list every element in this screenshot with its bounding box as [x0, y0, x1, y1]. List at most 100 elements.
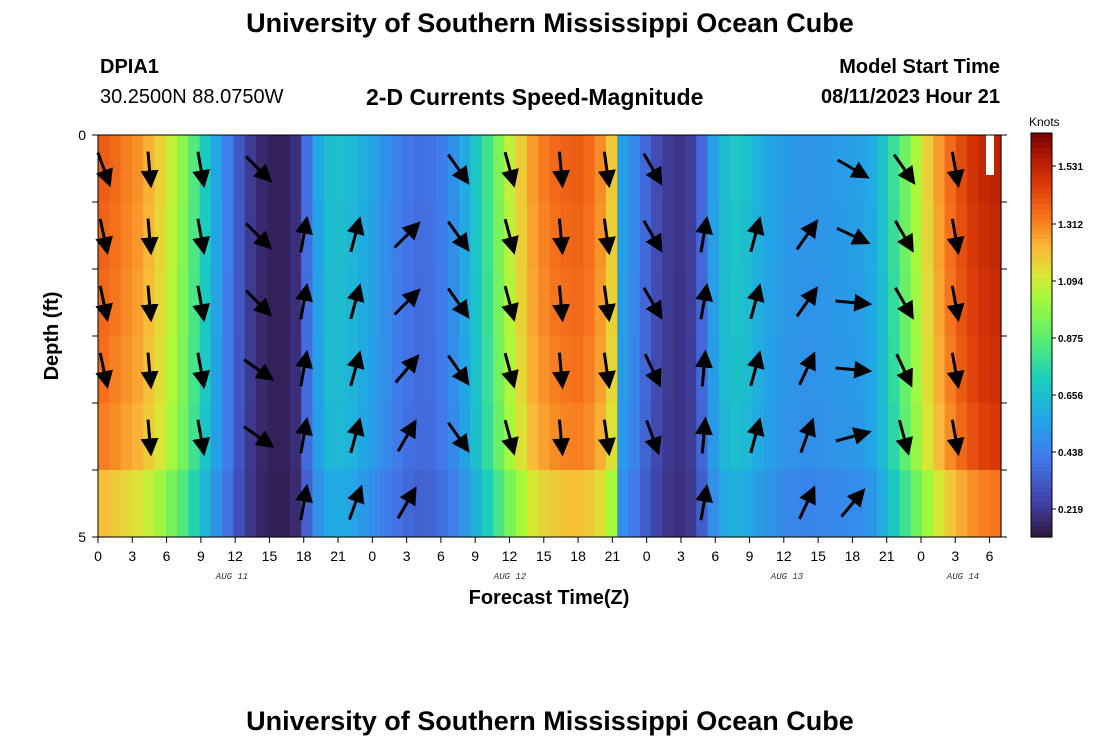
colorbar-tick-label: 1.312 — [1058, 220, 1083, 231]
heatmap-cell — [888, 336, 901, 404]
heatmap-cell — [809, 336, 821, 404]
heatmap-cell — [842, 135, 855, 203]
colorbar-step — [1031, 430, 1052, 437]
heatmap-cell — [763, 269, 776, 337]
heatmap-cell — [967, 269, 980, 337]
x-tick-label: 18 — [845, 548, 861, 564]
heatmap-cell — [933, 336, 946, 404]
colorbar-step — [1031, 441, 1052, 447]
heatmap-cell — [414, 135, 426, 203]
heatmap-cell — [380, 202, 393, 270]
current-arrow — [192, 419, 211, 457]
heatmap-cell — [368, 269, 381, 337]
heatmap-cell — [583, 202, 596, 270]
heatmap-cell — [944, 135, 957, 203]
colorbar-step — [1031, 203, 1052, 210]
heatmap-cell — [617, 470, 630, 538]
colorbar-step — [1031, 329, 1052, 336]
heatmap-cell — [436, 135, 449, 203]
heatmap-cell — [526, 202, 539, 270]
heatmap-cell — [921, 135, 934, 203]
heatmap-cell — [199, 470, 212, 538]
heatmap-cell — [707, 336, 720, 404]
x-tick-label: 3 — [403, 548, 411, 564]
heatmap-cell — [820, 470, 833, 538]
current-arrow — [244, 222, 273, 250]
colorbar: Knots 1.531 1.312 1.094 0.875 0.656 0.438 0.219 — [1029, 115, 1083, 538]
heatmap-cell — [188, 135, 201, 203]
colorbar-step — [1031, 138, 1052, 144]
heatmap-cell — [741, 470, 754, 538]
heatmap-cell — [120, 202, 133, 270]
current-arrow — [447, 153, 470, 185]
colorbar-tick-label: 0.219 — [1058, 505, 1083, 516]
heatmap-cell — [775, 135, 788, 203]
current-arrow — [946, 218, 965, 256]
heatmap-cell — [493, 470, 505, 538]
heatmap-cell — [459, 470, 472, 538]
heatmap-cell — [888, 403, 901, 471]
heatmap-cell — [921, 336, 934, 404]
heatmap-cell — [210, 403, 223, 471]
heatmap-cell — [730, 135, 742, 203]
x-tick-label: 9 — [197, 548, 205, 564]
heatmap-cell — [335, 403, 347, 471]
heatmap-cell — [210, 135, 223, 203]
heatmap-cell — [628, 269, 641, 337]
heatmap-cell — [662, 403, 675, 471]
heatmap-cell — [639, 202, 652, 270]
colorbar-step — [1031, 324, 1052, 331]
current-arrow — [192, 285, 211, 323]
heatmap-cell — [199, 202, 212, 270]
heatmap-cell — [425, 336, 438, 404]
colorbar-step — [1031, 466, 1052, 472]
current-arrow — [95, 218, 113, 256]
colorbar-step — [1031, 516, 1052, 523]
heatmap-cell — [955, 403, 968, 471]
heatmap-cell — [357, 403, 370, 471]
heatmap-cell — [967, 336, 980, 404]
heatmap-cell — [617, 336, 630, 404]
heatmap-cell — [572, 470, 584, 538]
current-arrow — [795, 219, 819, 251]
heatmap-cell — [368, 470, 381, 538]
heatmap-cell — [684, 403, 697, 471]
heatmap-cell — [560, 269, 573, 337]
x-tick-label: 0 — [643, 548, 651, 564]
heatmap-cell — [154, 135, 167, 203]
current-arrow — [347, 350, 365, 387]
heatmap-cell — [763, 403, 776, 471]
heatmap-cell — [910, 202, 923, 270]
heatmap-cell — [628, 470, 641, 538]
heatmap-cell — [786, 336, 799, 404]
colorbar-step — [1031, 148, 1052, 154]
heatmap-cell — [797, 135, 810, 203]
heatmap-cell — [876, 403, 889, 471]
heatmap-cell — [267, 269, 280, 337]
heatmap-cell — [414, 202, 426, 270]
heatmap-cell — [718, 403, 731, 471]
heatmap-cell — [673, 202, 686, 270]
heatmap-cell — [447, 470, 460, 538]
current-arrow — [798, 351, 816, 386]
heatmap-cell — [933, 470, 946, 538]
colorbar-step — [1031, 254, 1052, 260]
heatmap-cell — [425, 470, 438, 538]
heatmap-cell — [380, 336, 393, 404]
heatmap-cell — [741, 202, 754, 270]
colorbar-step — [1031, 345, 1052, 351]
colorbar-step — [1031, 234, 1052, 240]
current-arrow — [192, 151, 211, 189]
heatmap-cell — [628, 336, 641, 404]
heatmap-cell — [267, 202, 280, 270]
heatmap-cell — [222, 403, 235, 471]
colorbar-step — [1031, 420, 1052, 427]
heatmap-cell — [549, 470, 562, 538]
current-arrow — [894, 220, 914, 253]
heatmap-cell — [696, 202, 709, 270]
colorbar-step — [1031, 274, 1052, 281]
heatmap-cell — [628, 403, 641, 471]
current-arrow — [598, 285, 616, 323]
heatmap-cell — [775, 336, 788, 404]
colorbar-step — [1031, 294, 1052, 301]
